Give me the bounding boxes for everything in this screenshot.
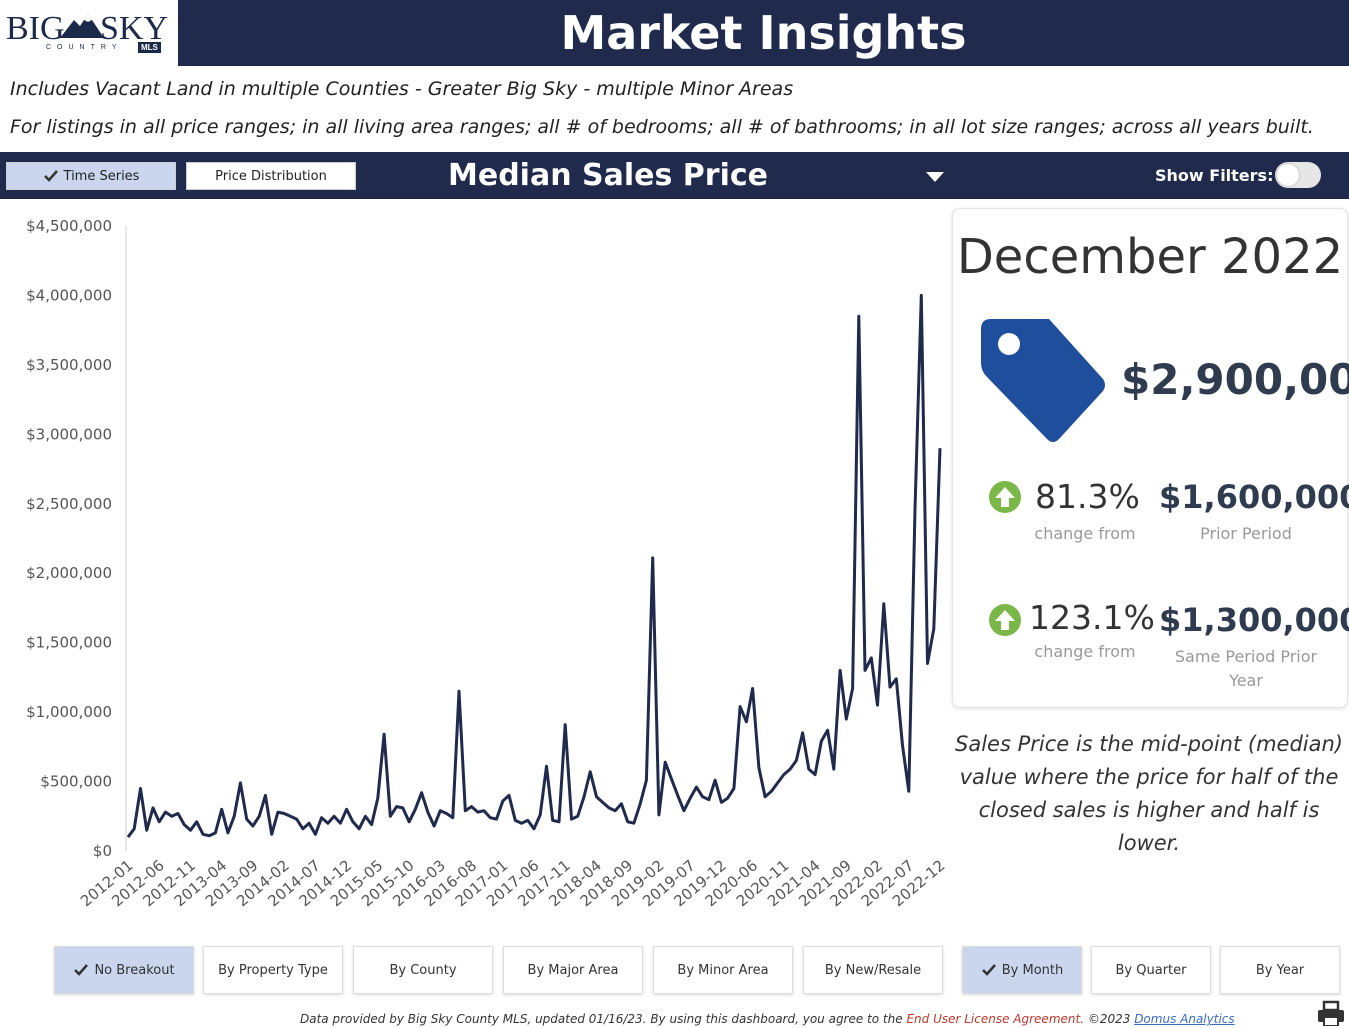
show-filters-label: Show Filters: xyxy=(1155,166,1274,185)
y-tick-label: $0 xyxy=(93,842,112,860)
print-icon[interactable] xyxy=(1316,1000,1346,1026)
y-tick-label: $1,500,000 xyxy=(26,634,112,652)
y-tick-label: $4,000,000 xyxy=(26,286,112,304)
by-quarter-button[interactable]: By Quarter xyxy=(1091,946,1211,994)
show-filters-toggle[interactable] xyxy=(1275,162,1321,188)
logo-mls-badge: MLS xyxy=(138,42,161,53)
by-minor-area-button[interactable]: By Minor Area xyxy=(653,946,793,994)
same-period-value-label-line2: Year xyxy=(1229,671,1263,690)
price-tag-icon xyxy=(981,319,1105,442)
y-tick-label: $2,500,000 xyxy=(26,495,112,513)
summary-price: $2,900,000 xyxy=(1121,355,1349,404)
by-quarter-label: By Quarter xyxy=(1115,962,1187,978)
view-toolbar: Time Series Price Distribution Median Sa… xyxy=(0,152,1349,199)
metric-selected-value: Median Sales Price xyxy=(448,158,768,193)
up-arrow-icon xyxy=(989,481,1021,513)
checkmark-icon xyxy=(74,964,89,976)
subtitle-listing-filter: For listings in all price ranges; in all… xyxy=(10,116,1314,138)
page-title: Market Insights xyxy=(560,6,967,60)
by-year-label: By Year xyxy=(1255,962,1305,978)
logo-big-text: BIG xyxy=(6,10,65,47)
price-distribution-label: Price Distribution xyxy=(215,168,327,184)
median-sales-price-line[interactable] xyxy=(126,293,942,838)
by-major-area-button[interactable]: By Major Area xyxy=(503,946,643,994)
logo-country-text: COUNTRY xyxy=(46,44,123,51)
mountain-icon xyxy=(60,14,104,38)
same-period-value-label-line1: Same Period Prior xyxy=(1174,647,1318,666)
by-county-label: By County xyxy=(389,962,457,978)
y-tick-label: $3,000,000 xyxy=(26,425,112,443)
same-period-change-pct: 123.1% xyxy=(1029,598,1155,637)
by-minor-area-label: By Minor Area xyxy=(677,962,769,978)
by-county-button[interactable]: By County xyxy=(353,946,493,994)
explanation-line3: closed sales is higher and half is lower… xyxy=(978,798,1320,855)
header-bar: Market Insights xyxy=(178,0,1349,66)
prior-period-value: $1,600,000 xyxy=(1159,478,1349,516)
metric-dropdown[interactable]: Median Sales Price xyxy=(438,152,950,199)
no-breakout-label: No Breakout xyxy=(94,962,175,978)
price-distribution-button[interactable]: Price Distribution xyxy=(186,162,356,190)
same-period-change-label: change from xyxy=(1034,642,1136,661)
time-series-button[interactable]: Time Series xyxy=(6,162,176,190)
logo-sky-text: SKY xyxy=(100,10,169,47)
y-tick-label: $4,500,000 xyxy=(26,217,112,235)
by-month-button[interactable]: By Month xyxy=(962,946,1082,994)
by-year-button[interactable]: By Year xyxy=(1220,946,1340,994)
explanation-line2: value where the price for half of the xyxy=(959,765,1339,789)
by-new-resale-label: By New/Resale xyxy=(824,962,922,978)
footer-disclaimer: Data provided by Big Sky County MLS, upd… xyxy=(300,1012,1235,1026)
by-major-area-label: By Major Area xyxy=(527,962,619,978)
explanation-line1: Sales Price is the mid-point (median) xyxy=(955,732,1343,756)
up-arrow-icon xyxy=(989,604,1021,636)
same-period-value: $1,300,000 xyxy=(1159,601,1349,639)
prior-period-change-pct: 81.3% xyxy=(1035,477,1140,516)
y-tick-label: $3,500,000 xyxy=(26,356,112,374)
big-sky-country-mls-logo: BIG SKY COUNTRY MLS xyxy=(0,0,172,66)
checkmark-icon xyxy=(43,170,58,182)
by-property-type-button[interactable]: By Property Type xyxy=(203,946,343,994)
footer-copyright: ©2023 xyxy=(1084,1012,1135,1026)
checkmark-icon xyxy=(981,964,996,976)
prior-period-value-label: Prior Period xyxy=(1200,524,1292,543)
eula-link[interactable]: End User License Agreement. xyxy=(906,1012,1085,1026)
time-series-label: Time Series xyxy=(63,168,140,184)
no-breakout-button[interactable]: No Breakout xyxy=(54,946,194,994)
by-new-resale-button[interactable]: By New/Resale xyxy=(803,946,943,994)
same-period-value-label: Same Period Prior Year xyxy=(1159,645,1333,693)
summary-card: December 2022 $2,900,000 81.3% $1,600,00… xyxy=(952,208,1349,708)
subtitle-area-filter: Includes Vacant Land in multiple Countie… xyxy=(10,78,794,100)
y-tick-label: $1,000,000 xyxy=(26,703,112,721)
y-tick-label: $500,000 xyxy=(40,773,112,791)
summary-period: December 2022 xyxy=(956,229,1344,285)
sales-price-explanation: Sales Price is the mid-point (median) va… xyxy=(952,728,1346,860)
y-tick-label: $2,000,000 xyxy=(26,564,112,582)
chevron-down-icon xyxy=(926,172,944,182)
prior-period-change-label: change from xyxy=(1034,524,1136,543)
median-sales-price-chart: $4,500,000 $4,000,000 $3,500,000 $3,000,000… xyxy=(26,217,948,910)
by-month-label: By Month xyxy=(1001,962,1064,978)
domus-analytics-link[interactable]: Domus Analytics xyxy=(1134,1012,1235,1026)
footer-text: Data provided by Big Sky County MLS, upd… xyxy=(300,1012,907,1026)
toggle-knob xyxy=(1277,164,1299,186)
by-property-type-label: By Property Type xyxy=(218,962,328,978)
